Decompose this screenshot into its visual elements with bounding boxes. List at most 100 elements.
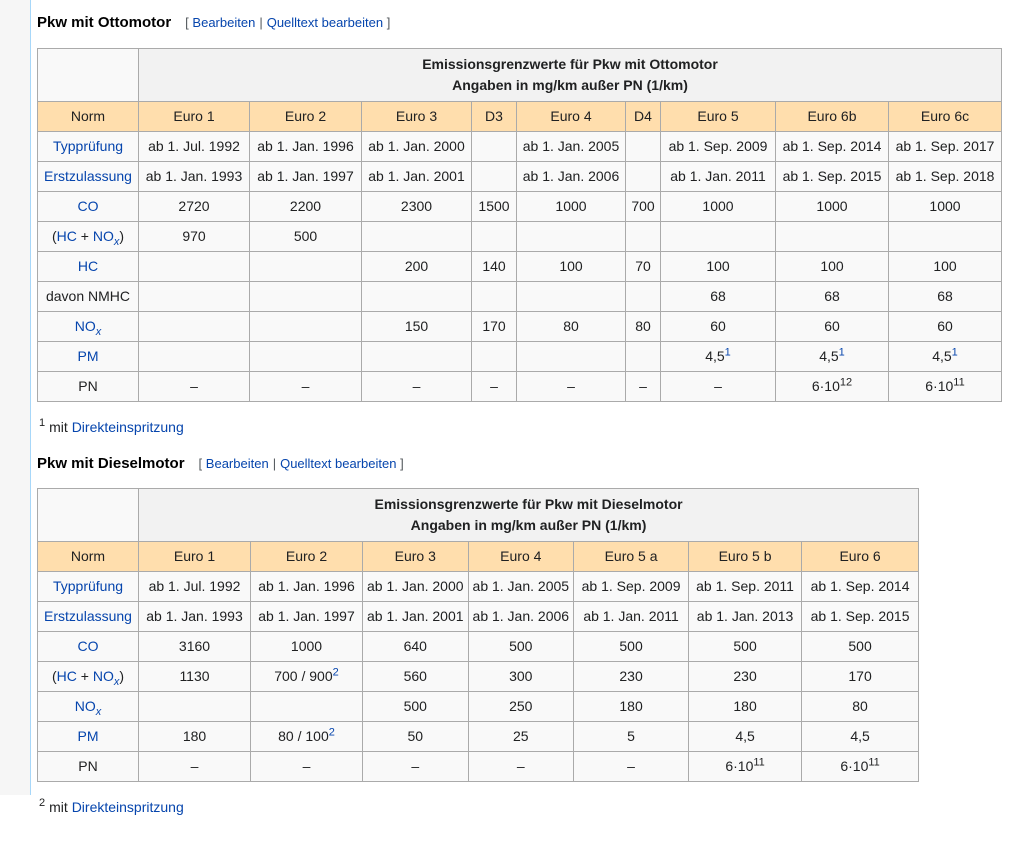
cell-link[interactable]: x <box>96 706 102 718</box>
edit-link[interactable]: Bearbeiten <box>192 15 255 30</box>
cell-text: 700 / 900 <box>274 668 332 684</box>
table-title-line2: Angaben in mg/km außer PN (1/km) <box>147 515 910 536</box>
value-cell <box>626 221 661 251</box>
value-cell: ab 1. Jan. 1997 <box>251 602 363 632</box>
value-cell: ab 1. Sep. 2014 <box>802 572 919 602</box>
value-cell <box>517 341 626 371</box>
bracket-open: [ <box>199 456 203 471</box>
value-cell <box>889 221 1002 251</box>
value-cell: 1130 <box>139 662 251 692</box>
cell-text: davon NMHC <box>46 288 130 304</box>
footnote-text: mit <box>49 419 68 435</box>
cell-text: 4,5 <box>932 348 951 364</box>
footnote-link[interactable]: Direkteinspritzung <box>72 799 184 815</box>
cell-link[interactable]: NO <box>93 668 114 684</box>
cell-link[interactable]: Typprüfung <box>53 578 123 594</box>
value-cell: 500 <box>250 221 362 251</box>
value-cell <box>626 341 661 371</box>
value-cell <box>250 251 362 281</box>
value-cell: 60 <box>661 311 776 341</box>
cell-link[interactable]: 2 <box>333 666 339 678</box>
row-label: NOx <box>38 692 139 722</box>
cell-link[interactable]: NO <box>93 228 114 244</box>
column-header: Euro 6 <box>802 542 919 572</box>
value-cell <box>472 161 517 191</box>
cell-link[interactable]: CO <box>78 638 99 654</box>
cell-link[interactable]: CO <box>78 198 99 214</box>
cell-link[interactable]: HC <box>78 258 98 274</box>
cell-link[interactable]: 1 <box>839 346 845 358</box>
cell-text: ) <box>119 668 124 684</box>
row-label: CO <box>38 191 139 221</box>
cell-link[interactable]: HC <box>57 228 77 244</box>
page-left-margin <box>0 0 31 795</box>
cell-link[interactable]: NO <box>75 318 96 334</box>
bracket-close: ] <box>400 456 404 471</box>
value-cell: – <box>363 752 469 782</box>
table-title-line2: Angaben in mg/km außer PN (1/km) <box>147 75 993 96</box>
emissions-table-otto: Emissionsgrenzwerte für Pkw mit Ottomoto… <box>37 48 1002 402</box>
cell-link[interactable]: PM <box>78 728 99 744</box>
value-cell: ab 1. Jan. 2000 <box>362 131 472 161</box>
cell-link[interactable]: x <box>96 325 102 337</box>
edit-source-link[interactable]: Quelltext bearbeiten <box>267 15 383 30</box>
cell-text: 4,5 <box>705 348 724 364</box>
cell-link[interactable]: 2 <box>329 726 335 738</box>
value-cell: ab 1. Jan. 2005 <box>468 572 574 602</box>
cell-link[interactable]: Erstzulassung <box>44 168 132 184</box>
value-cell: – <box>661 371 776 401</box>
cell-link[interactable]: NO <box>75 698 96 714</box>
row-label: (HC + NOx) <box>38 221 139 251</box>
value-cell <box>517 281 626 311</box>
value-cell: 4,5 <box>689 722 802 752</box>
edit-link[interactable]: Bearbeiten <box>206 456 269 471</box>
value-cell <box>472 341 517 371</box>
value-cell: – <box>468 752 574 782</box>
content-area: Pkw mit Ottomotor[ Bearbeiten|Quelltext … <box>31 0 1014 853</box>
value-cell: 1000 <box>251 632 363 662</box>
cell-link[interactable]: HC <box>57 668 77 684</box>
cell-text: 6·10 <box>812 378 840 394</box>
value-cell: 700 <box>626 191 661 221</box>
row-label: Typprüfung <box>38 131 139 161</box>
cell-link[interactable]: Typprüfung <box>53 138 123 154</box>
value-cell: ab 1. Jan. 2011 <box>661 161 776 191</box>
cell-link[interactable]: Erstzulassung <box>44 608 132 624</box>
value-cell: 6·1011 <box>689 752 802 782</box>
column-header: D3 <box>472 101 517 131</box>
value-cell: 180 <box>574 692 689 722</box>
cell-link[interactable]: PM <box>78 348 99 364</box>
value-cell: 100 <box>661 251 776 281</box>
column-header: Euro 5 a <box>574 542 689 572</box>
value-cell: ab 1. Jan. 2005 <box>517 131 626 161</box>
corner-cell <box>38 48 139 101</box>
value-cell <box>139 341 250 371</box>
column-header: Euro 5 b <box>689 542 802 572</box>
edit-source-link[interactable]: Quelltext bearbeiten <box>280 456 396 471</box>
column-header: Euro 2 <box>251 542 363 572</box>
section-ottomotor: Pkw mit Ottomotor[ Bearbeiten|Quelltext … <box>37 12 1006 438</box>
column-header: Euro 1 <box>139 101 250 131</box>
norm-header: Norm <box>38 101 139 131</box>
value-cell: ab 1. Jan. 2011 <box>574 602 689 632</box>
table-title-line1: Emissionsgrenzwerte für Pkw mit Ottomoto… <box>147 54 993 75</box>
value-cell <box>472 281 517 311</box>
value-cell: 640 <box>363 632 469 662</box>
row-label: NOx <box>38 311 139 341</box>
cell-link[interactable]: 1 <box>725 346 731 358</box>
value-cell: – <box>139 752 251 782</box>
value-cell: – <box>626 371 661 401</box>
cell-link[interactable]: 1 <box>952 346 958 358</box>
value-cell <box>250 281 362 311</box>
value-cell <box>626 131 661 161</box>
row-label: (HC + NOx) <box>38 662 139 692</box>
value-cell: ab 1. Jan. 2006 <box>468 602 574 632</box>
footnote-link[interactable]: Direkteinspritzung <box>72 419 184 435</box>
